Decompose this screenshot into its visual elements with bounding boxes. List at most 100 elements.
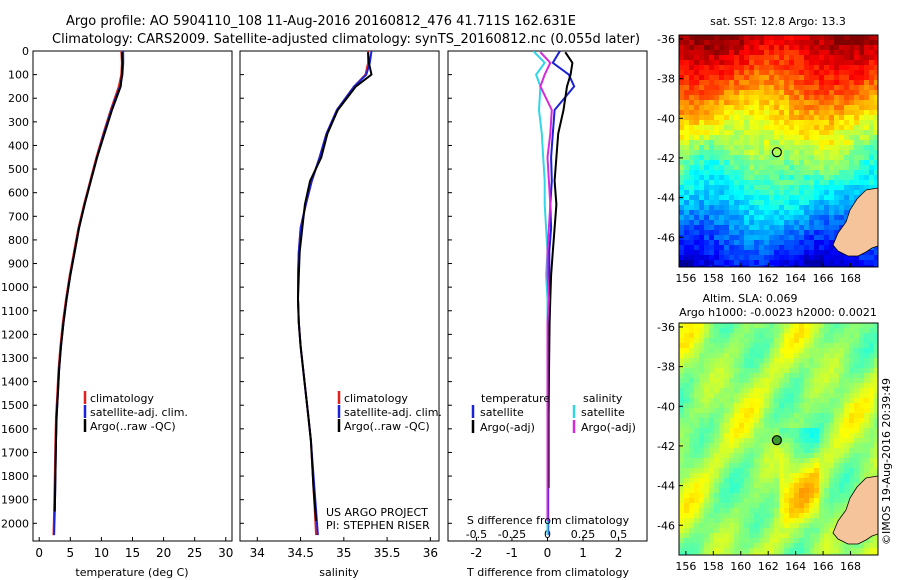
sla-cell bbox=[684, 393, 690, 399]
sst-cell bbox=[784, 120, 790, 126]
sst-cell bbox=[739, 70, 745, 76]
sla-cell bbox=[774, 523, 780, 529]
sla-cell bbox=[819, 333, 825, 339]
sla-cell bbox=[689, 548, 695, 554]
sla-cell bbox=[679, 363, 685, 369]
sst-cell bbox=[839, 125, 845, 131]
sla-cell bbox=[814, 393, 820, 399]
sst-cell bbox=[689, 125, 695, 131]
sla-cell bbox=[724, 508, 730, 514]
sla-cell bbox=[794, 393, 800, 399]
sst-cell bbox=[854, 120, 860, 126]
sst-cell bbox=[679, 100, 685, 106]
sla-cell bbox=[789, 468, 795, 474]
sla-cell bbox=[764, 513, 770, 519]
sst-cell bbox=[834, 90, 840, 96]
sla-cell bbox=[779, 363, 785, 369]
sst-cell bbox=[709, 240, 715, 246]
sla-cell bbox=[744, 538, 750, 544]
sla-cell bbox=[794, 473, 800, 479]
sst-cell bbox=[684, 230, 690, 236]
sst-cell bbox=[829, 60, 835, 66]
sst-cell bbox=[729, 205, 735, 211]
sst-cell bbox=[844, 45, 850, 51]
sst-cell bbox=[734, 145, 740, 151]
sla-cell bbox=[744, 398, 750, 404]
sla-cell bbox=[804, 343, 810, 349]
sla-cell bbox=[859, 388, 865, 394]
sst-cell bbox=[774, 90, 780, 96]
sst-cell bbox=[809, 75, 815, 81]
sla-cell bbox=[789, 383, 795, 389]
sst-cell bbox=[704, 75, 710, 81]
sla-cell bbox=[849, 483, 855, 489]
sst-cell bbox=[794, 70, 800, 76]
sla-cell bbox=[734, 483, 740, 489]
sla-cell bbox=[744, 393, 750, 399]
sst-cell bbox=[749, 120, 755, 126]
y-tick-label: 1800 bbox=[1, 470, 29, 483]
sst-cell bbox=[679, 245, 685, 251]
sst-cell bbox=[739, 235, 745, 241]
sst-cell bbox=[784, 205, 790, 211]
sst-cell bbox=[784, 50, 790, 56]
sst-cell bbox=[814, 225, 820, 231]
sla-cell bbox=[804, 463, 810, 469]
sla-cell bbox=[849, 448, 855, 454]
sla-cell bbox=[834, 423, 840, 429]
sla-cell bbox=[764, 428, 770, 434]
sst-cell bbox=[784, 85, 790, 91]
sla-cell bbox=[719, 388, 725, 394]
sla-cell bbox=[829, 418, 835, 424]
sla-cell bbox=[819, 493, 825, 499]
sla-cell bbox=[724, 398, 730, 404]
sla-cell bbox=[799, 483, 805, 489]
sst-cell bbox=[689, 265, 695, 267]
sla-cell bbox=[684, 493, 690, 499]
sla-cell bbox=[764, 518, 770, 524]
sst-cell bbox=[839, 110, 845, 116]
sla-cell bbox=[824, 378, 830, 384]
sla-cell bbox=[834, 448, 840, 454]
sst-cell bbox=[739, 45, 745, 51]
sla-cell bbox=[724, 503, 730, 509]
sst-cell bbox=[744, 120, 750, 126]
sla-cell bbox=[849, 468, 855, 474]
sla-cell bbox=[714, 358, 720, 364]
sla-cell bbox=[744, 443, 750, 449]
sla-cell bbox=[774, 353, 780, 359]
sla-cell bbox=[734, 363, 740, 369]
sla-cell bbox=[799, 408, 805, 414]
sst-cell bbox=[729, 180, 735, 186]
sst-cell bbox=[814, 90, 820, 96]
sla-cell bbox=[809, 353, 815, 359]
sst-cell bbox=[819, 225, 825, 231]
sst-cell bbox=[749, 205, 755, 211]
sst-cell bbox=[734, 205, 740, 211]
sla-cell bbox=[859, 418, 865, 424]
sla-cell bbox=[804, 338, 810, 344]
temperature-legend: climatology satellite-adj. clim. Argo(..… bbox=[83, 391, 188, 433]
sst-cell bbox=[759, 145, 765, 151]
sla-cell bbox=[764, 483, 770, 489]
sst-cell bbox=[784, 95, 790, 101]
sla-cell bbox=[709, 468, 715, 474]
sst-cell bbox=[694, 260, 700, 266]
sst-cell bbox=[804, 215, 810, 221]
sst-cell bbox=[844, 100, 850, 106]
sst-cell bbox=[834, 85, 840, 91]
sst-cell bbox=[754, 190, 760, 196]
sst-cell bbox=[704, 255, 710, 261]
sla-cell bbox=[759, 448, 765, 454]
sst-cell bbox=[704, 35, 710, 41]
sla-cell bbox=[799, 513, 805, 519]
sst-cell bbox=[679, 40, 685, 46]
sla-cell bbox=[794, 333, 800, 339]
sst-cell bbox=[869, 150, 875, 156]
sst-cell bbox=[819, 240, 825, 246]
sla-cell bbox=[749, 413, 755, 419]
sla-cell bbox=[754, 368, 760, 374]
sst-cell bbox=[874, 185, 878, 191]
sla-cell bbox=[724, 423, 730, 429]
sla-cell bbox=[709, 328, 715, 334]
